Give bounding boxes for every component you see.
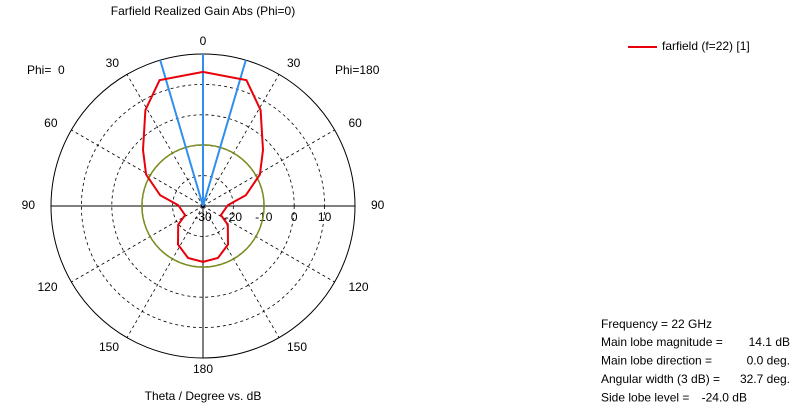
series-line bbox=[141, 70, 265, 263]
r-tick-label: -10 bbox=[255, 210, 273, 224]
spoke bbox=[126, 205, 204, 338]
theta-tick-label: 120 bbox=[37, 280, 57, 294]
theta-tick-label: 30 bbox=[106, 56, 120, 70]
info-value: 14.1 dB bbox=[749, 335, 790, 349]
theta-tick-label: 0 bbox=[200, 34, 207, 48]
spoke bbox=[202, 205, 335, 283]
theta-tick-label: 60 bbox=[348, 116, 362, 130]
info-value: 0.0 deg. bbox=[747, 354, 790, 368]
info-value: -24.0 dB bbox=[702, 391, 747, 405]
theta-tick-label: 150 bbox=[287, 340, 307, 354]
info-label: Main lobe direction = bbox=[601, 354, 712, 368]
r-tick-label: -20 bbox=[225, 210, 243, 224]
theta-tick-label: 60 bbox=[44, 116, 58, 130]
legend-label: farfield (f=22) [1] bbox=[662, 39, 750, 53]
info-label: Side lobe level = bbox=[601, 391, 689, 405]
info-label: Angular width (3 dB) = bbox=[601, 372, 720, 386]
spoke bbox=[202, 129, 335, 207]
info-label: Main lobe magnitude = bbox=[601, 335, 723, 349]
spoke bbox=[202, 74, 280, 207]
phi-label: Phi=180 bbox=[335, 63, 380, 77]
beamwidth-line bbox=[202, 59, 247, 207]
theta-tick-label: 120 bbox=[348, 280, 368, 294]
r-tick-label: 10 bbox=[318, 210, 332, 224]
spoke bbox=[126, 74, 204, 207]
theta-tick-label: 90 bbox=[22, 198, 36, 212]
beamwidth-line bbox=[159, 59, 204, 207]
spoke bbox=[202, 205, 280, 338]
theta-tick-label: 150 bbox=[99, 340, 119, 354]
phi-label: Phi= 0 bbox=[27, 63, 65, 77]
r-tick-label: 0 bbox=[291, 210, 298, 224]
theta-tick-label: 180 bbox=[193, 362, 213, 376]
theta-tick-label: 30 bbox=[287, 56, 301, 70]
chart-title: Farfield Realized Gain Abs (Phi=0) bbox=[111, 4, 295, 18]
theta-tick-label: 90 bbox=[371, 198, 385, 212]
axis-label: Theta / Degree vs. dB bbox=[145, 389, 262, 403]
spoke bbox=[71, 205, 204, 283]
info-value: 32.7 deg. bbox=[740, 372, 790, 386]
info-text: Frequency = 22 GHz bbox=[601, 317, 712, 331]
spoke bbox=[71, 129, 204, 207]
